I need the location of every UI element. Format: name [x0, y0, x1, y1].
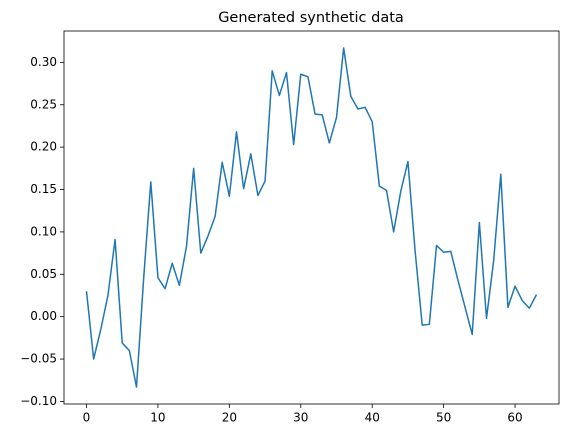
y-tick-label: 0.25	[30, 97, 57, 111]
chart-title: Generated synthetic data	[218, 10, 404, 26]
x-tick-label: 50	[436, 411, 451, 425]
x-tick-label: 0	[83, 411, 91, 425]
x-tick-label: 10	[150, 411, 165, 425]
y-tick-label: 0.10	[30, 224, 57, 238]
y-tick-label: 0.00	[30, 309, 57, 323]
y-tick-label: −0.10	[20, 394, 57, 408]
y-tick-label: −0.05	[20, 352, 57, 366]
x-tick-label: 20	[222, 411, 237, 425]
y-tick-label: 0.05	[30, 267, 57, 281]
axes-frame	[63, 30, 560, 405]
y-tick-label: 0.15	[30, 182, 57, 196]
y-tick-label: 0.30	[30, 55, 57, 69]
y-tick-label: 0.20	[30, 140, 57, 154]
x-tick-label: 30	[293, 411, 308, 425]
line	[85, 47, 538, 388]
x-tick-label: 60	[507, 411, 522, 425]
x-tick-label: 40	[365, 411, 380, 425]
